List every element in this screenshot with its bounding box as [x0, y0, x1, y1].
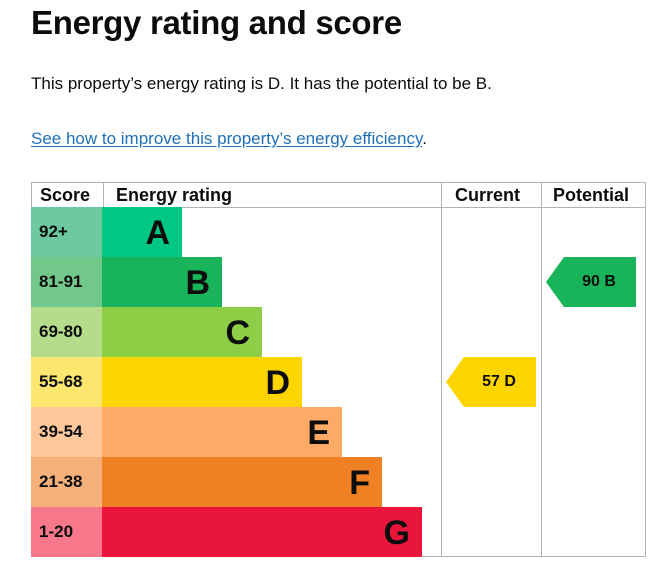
- score-band-g: 1-20: [31, 507, 102, 557]
- header-score: Score: [40, 185, 91, 205]
- header-current: Current: [455, 185, 521, 205]
- header-divider: [32, 207, 645, 208]
- current-rating-arrow: 57 D: [446, 357, 536, 407]
- rating-bar-c: C: [102, 307, 262, 357]
- link-suffix: .: [422, 129, 427, 148]
- score-band-d: 55-68: [31, 357, 102, 407]
- score-band-e: 39-54: [31, 407, 102, 457]
- score-band-a: 92+: [31, 207, 102, 257]
- rating-bar-g: G: [102, 507, 422, 557]
- improve-link-line: See how to improve this property’s energ…: [31, 129, 427, 149]
- rating-summary: This property’s energy rating is D. It h…: [31, 74, 492, 93]
- rating-bar-a: A: [102, 207, 182, 257]
- column-divider: [441, 183, 442, 556]
- score-band-c: 69-80: [31, 307, 102, 357]
- improve-efficiency-link[interactable]: See how to improve this property’s energ…: [31, 129, 423, 148]
- page-title: Energy rating and score: [31, 4, 402, 41]
- potential-rating-arrow: 90 B: [546, 257, 636, 307]
- rating-bar-d: D: [102, 357, 302, 407]
- score-band-b: 81-91: [31, 257, 102, 307]
- header-potential: Potential: [553, 185, 630, 205]
- rating-bar-e: E: [102, 407, 342, 457]
- score-band-f: 21-38: [31, 457, 102, 507]
- rating-bar-b: B: [102, 257, 222, 307]
- column-divider: [541, 183, 542, 556]
- rating-bar-f: F: [102, 457, 382, 507]
- header-energy-rating: Energy rating: [116, 185, 233, 205]
